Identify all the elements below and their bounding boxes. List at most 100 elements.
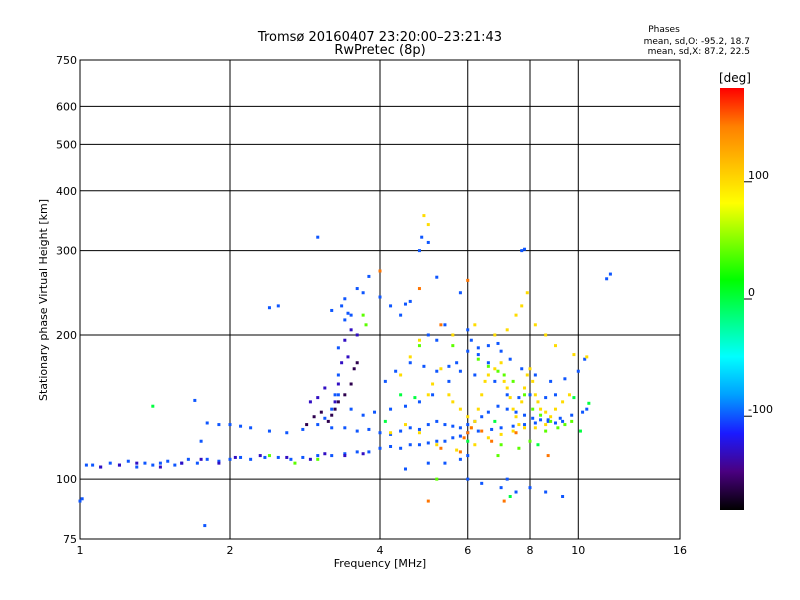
data-point bbox=[343, 454, 347, 458]
data-point bbox=[576, 369, 580, 373]
data-point bbox=[531, 379, 535, 383]
y-axis-label: Stationary phase Virtual Height [km] bbox=[37, 199, 50, 401]
data-point bbox=[483, 379, 487, 383]
data-point bbox=[572, 396, 576, 400]
data-point bbox=[316, 423, 320, 427]
data-point bbox=[572, 353, 576, 357]
data-point bbox=[480, 481, 484, 485]
data-point bbox=[408, 355, 412, 359]
data-point bbox=[343, 297, 347, 301]
data-point bbox=[587, 401, 591, 405]
chart-title: Tromsø 20160407 23:20:00–23:21:43 bbox=[257, 30, 502, 45]
data-point bbox=[496, 341, 500, 345]
data-point bbox=[78, 499, 82, 503]
data-point bbox=[394, 369, 398, 373]
data-point bbox=[546, 418, 550, 422]
data-point bbox=[553, 421, 557, 425]
data-point bbox=[435, 443, 439, 447]
data-point bbox=[383, 419, 387, 423]
data-point bbox=[378, 295, 382, 299]
y-tick-label: 750 bbox=[56, 54, 77, 67]
data-point bbox=[195, 461, 199, 465]
data-point bbox=[490, 427, 494, 431]
data-point bbox=[316, 457, 320, 461]
data-point bbox=[451, 333, 455, 337]
data-point bbox=[336, 382, 340, 386]
data-point bbox=[349, 407, 353, 411]
x-tick-label: 1 bbox=[77, 544, 84, 557]
data-point bbox=[514, 431, 518, 435]
data-point bbox=[480, 393, 484, 397]
data-point bbox=[544, 429, 548, 433]
data-point bbox=[520, 249, 524, 253]
data-point bbox=[458, 457, 462, 461]
data-point bbox=[544, 396, 548, 400]
data-point bbox=[486, 373, 490, 377]
data-point bbox=[505, 407, 509, 411]
data-point bbox=[514, 415, 518, 419]
data-point bbox=[608, 272, 612, 276]
plot-area: 1 2 4 6 8 10 16 75 100 200 300 400 500 600 750 bbox=[56, 54, 687, 557]
data-point bbox=[528, 393, 532, 397]
data-point bbox=[536, 443, 540, 447]
data-point bbox=[91, 463, 95, 467]
data-point bbox=[361, 291, 365, 295]
data-point bbox=[426, 461, 430, 465]
data-point bbox=[443, 439, 447, 443]
data-point bbox=[267, 454, 271, 458]
data-point bbox=[431, 382, 435, 386]
data-point bbox=[496, 404, 500, 408]
data-point bbox=[561, 494, 565, 498]
data-point bbox=[426, 240, 430, 244]
data-point bbox=[180, 461, 184, 465]
data-point bbox=[276, 304, 280, 308]
data-point bbox=[531, 416, 535, 420]
data-point bbox=[523, 413, 527, 417]
data-point bbox=[511, 429, 515, 433]
data-point bbox=[336, 346, 340, 350]
data-point bbox=[417, 431, 421, 435]
data-point bbox=[205, 457, 209, 461]
data-point bbox=[505, 477, 509, 481]
data-point bbox=[217, 461, 221, 465]
data-point bbox=[517, 446, 521, 450]
data-point bbox=[443, 323, 447, 327]
data-point bbox=[373, 410, 377, 414]
data-point bbox=[151, 463, 155, 467]
data-point bbox=[383, 379, 387, 383]
data-point bbox=[426, 441, 430, 445]
data-point bbox=[316, 235, 320, 239]
data-point bbox=[447, 393, 451, 397]
x-tick-label: 4 bbox=[377, 544, 384, 557]
data-point bbox=[466, 439, 470, 443]
data-point bbox=[403, 404, 407, 408]
data-point bbox=[417, 287, 421, 291]
data-point bbox=[349, 382, 353, 386]
data-point bbox=[486, 436, 490, 440]
data-point bbox=[447, 364, 451, 368]
data-point bbox=[480, 415, 484, 419]
data-point bbox=[469, 426, 473, 430]
data-point bbox=[570, 413, 574, 417]
data-point bbox=[496, 369, 500, 373]
data-point bbox=[305, 423, 309, 427]
y-tick-label: 75 bbox=[63, 533, 77, 546]
data-point bbox=[158, 465, 162, 469]
data-point bbox=[355, 287, 359, 291]
x-tick-labels: 1 2 4 6 8 10 16 bbox=[77, 544, 688, 557]
data-point bbox=[193, 398, 197, 402]
data-point bbox=[451, 400, 455, 404]
data-point bbox=[367, 274, 371, 278]
data-point bbox=[462, 436, 466, 440]
data-point bbox=[523, 423, 527, 427]
data-point bbox=[233, 455, 237, 459]
data-point bbox=[330, 454, 334, 458]
data-point bbox=[217, 423, 221, 427]
data-point bbox=[578, 429, 582, 433]
data-point bbox=[422, 214, 426, 218]
data-point bbox=[476, 429, 480, 433]
data-point bbox=[343, 338, 347, 342]
data-point bbox=[486, 344, 490, 348]
data-point bbox=[435, 338, 439, 342]
colorbar-tick-label: 0 bbox=[748, 286, 755, 299]
